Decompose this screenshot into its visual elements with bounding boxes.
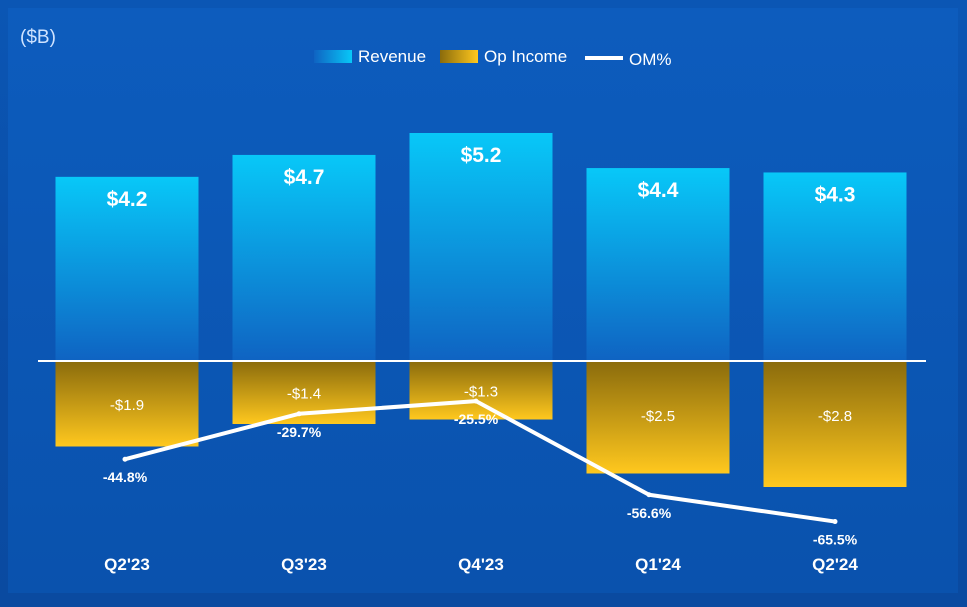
om-line-group — [122, 398, 838, 525]
opincome-label: -$2.8 — [818, 408, 852, 425]
om-label: -29.7% — [277, 424, 322, 440]
revenue-bar — [763, 172, 907, 361]
x-tick-label: Q3'23 — [281, 555, 327, 574]
legend-swatch-opincome — [440, 50, 478, 63]
revenue-label: $5.2 — [461, 144, 502, 167]
revenue-bars — [55, 133, 907, 361]
om-label: -25.5% — [454, 411, 499, 427]
opincome-label: -$1.9 — [110, 397, 144, 414]
revenue-bar — [232, 154, 376, 361]
x-tick-label: Q2'23 — [104, 555, 150, 574]
legend: Revenue Op Income OM% — [314, 47, 672, 69]
legend-swatch-revenue — [314, 50, 352, 63]
revenue-label: $4.3 — [815, 183, 856, 206]
opincome-label: -$1.3 — [464, 383, 498, 400]
revenue-bar — [409, 133, 553, 361]
opincome-bar — [586, 361, 730, 474]
x-axis: Q2'23 Q3'23 Q4'23 Q1'24 Q2'24 — [104, 555, 858, 574]
x-tick-label: Q4'23 — [458, 555, 504, 574]
om-label: -65.5% — [813, 532, 858, 548]
revenue-bar — [55, 176, 199, 361]
om-point — [832, 519, 838, 525]
opincome-bar — [763, 361, 907, 487]
opincome-bars — [55, 361, 907, 487]
data-labels: $4.2 -$1.9 $4.7 -$1.4 $5.2 -$1.3 $4.4 -$2.5 $4.3… — [103, 144, 858, 548]
legend-label-revenue: Revenue — [358, 47, 426, 66]
unit-label: ($B) — [20, 27, 56, 48]
x-tick-label: Q2'24 — [812, 555, 858, 574]
opincome-label: -$1.4 — [287, 386, 321, 403]
revenue-label: $4.2 — [107, 188, 148, 211]
om-point — [296, 411, 302, 417]
om-point — [473, 398, 479, 404]
om-label: -56.6% — [627, 505, 672, 521]
om-label: -44.8% — [103, 469, 148, 485]
legend-label-opincome: Op Income — [484, 47, 567, 66]
revenue-bar — [586, 168, 730, 361]
opincome-bar — [409, 361, 553, 420]
revenue-label: $4.4 — [638, 179, 679, 202]
legend-label-om: OM% — [629, 50, 672, 69]
revenue-label: $4.7 — [284, 166, 325, 189]
om-point — [646, 492, 652, 498]
x-tick-label: Q1'24 — [635, 555, 681, 574]
opincome-label: -$2.5 — [641, 408, 675, 425]
opincome-bar — [55, 361, 199, 447]
om-point — [122, 456, 128, 462]
